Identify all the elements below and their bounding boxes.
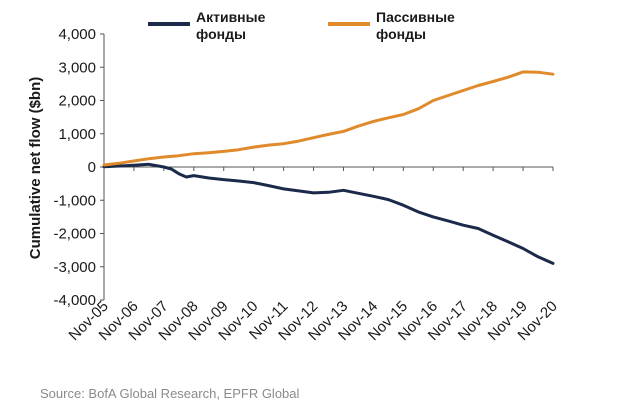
axes xyxy=(103,34,553,300)
y-tick-label: -1,000 xyxy=(53,192,96,209)
series-line-passive xyxy=(102,70,555,167)
y-tick-label: 0 xyxy=(88,159,96,176)
series-line-active xyxy=(102,162,555,265)
y-tick-label: -4,000 xyxy=(53,292,96,309)
source-note: Source: BofA Global Research, EPFR Globa… xyxy=(40,386,300,401)
series xyxy=(102,70,555,265)
y-tick-label: 1,000 xyxy=(58,126,96,143)
legend: Активные фонды Пассивные фонды xyxy=(148,9,455,42)
legend-label-active-1: Активные xyxy=(196,9,266,25)
y-ticks: -4,000 -3,000 -2,000 -1,000 0 1,000 2,000 3,000… xyxy=(53,26,104,309)
y-axis-label: Cumulative net flow ($bn) xyxy=(27,77,44,260)
legend-label-active-2: фонды xyxy=(196,26,246,42)
y-tick-label: -3,000 xyxy=(53,259,96,276)
y-tick-label: -2,000 xyxy=(53,226,96,243)
y-tick-label: 2,000 xyxy=(58,93,96,110)
legend-label-passive-2: фонды xyxy=(376,26,426,42)
y-tick-label: 4,000 xyxy=(58,26,96,43)
legend-label-passive-1: Пассивные xyxy=(376,9,455,25)
y-tick-label: 3,000 xyxy=(58,59,96,76)
